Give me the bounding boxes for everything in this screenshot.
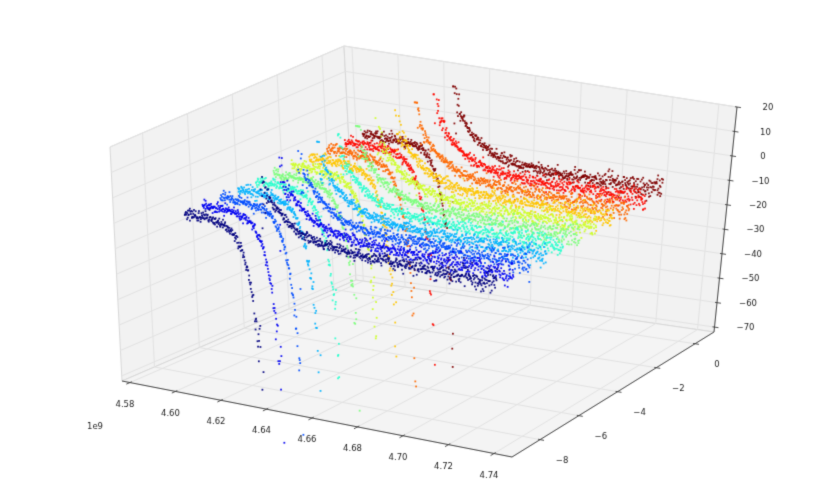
scatter3d-canvas [0, 0, 833, 500]
figure-3d-scatter [0, 0, 833, 500]
